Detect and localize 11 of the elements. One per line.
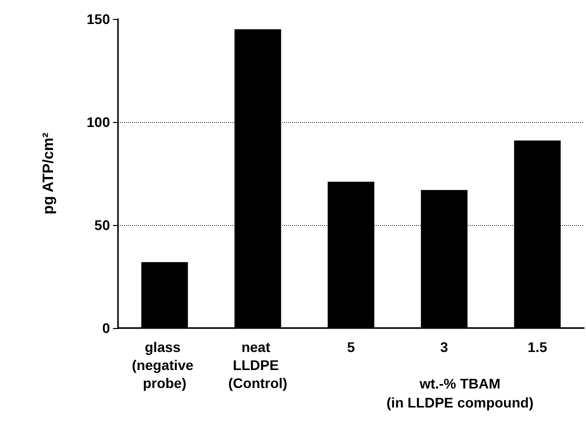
y-tick-label: 150	[86, 11, 110, 27]
x-tick-label: 5	[347, 339, 356, 355]
y-axis-title: pg ATP/cm²	[40, 132, 57, 214]
x-axis-title: wt.-% TBAM (in LLDPE compound)	[386, 376, 534, 410]
x-tick-label: 3	[440, 339, 448, 355]
y-tick-label: 100	[86, 114, 110, 130]
x-tick-label: 1.5	[528, 339, 548, 355]
x-tick-label: glass (negative probe)	[132, 339, 198, 391]
y-tick-label: 50	[94, 217, 110, 233]
x-tick-label: neat LLDPE (Control)	[228, 339, 288, 391]
y-tick-label: 0	[102, 320, 110, 336]
